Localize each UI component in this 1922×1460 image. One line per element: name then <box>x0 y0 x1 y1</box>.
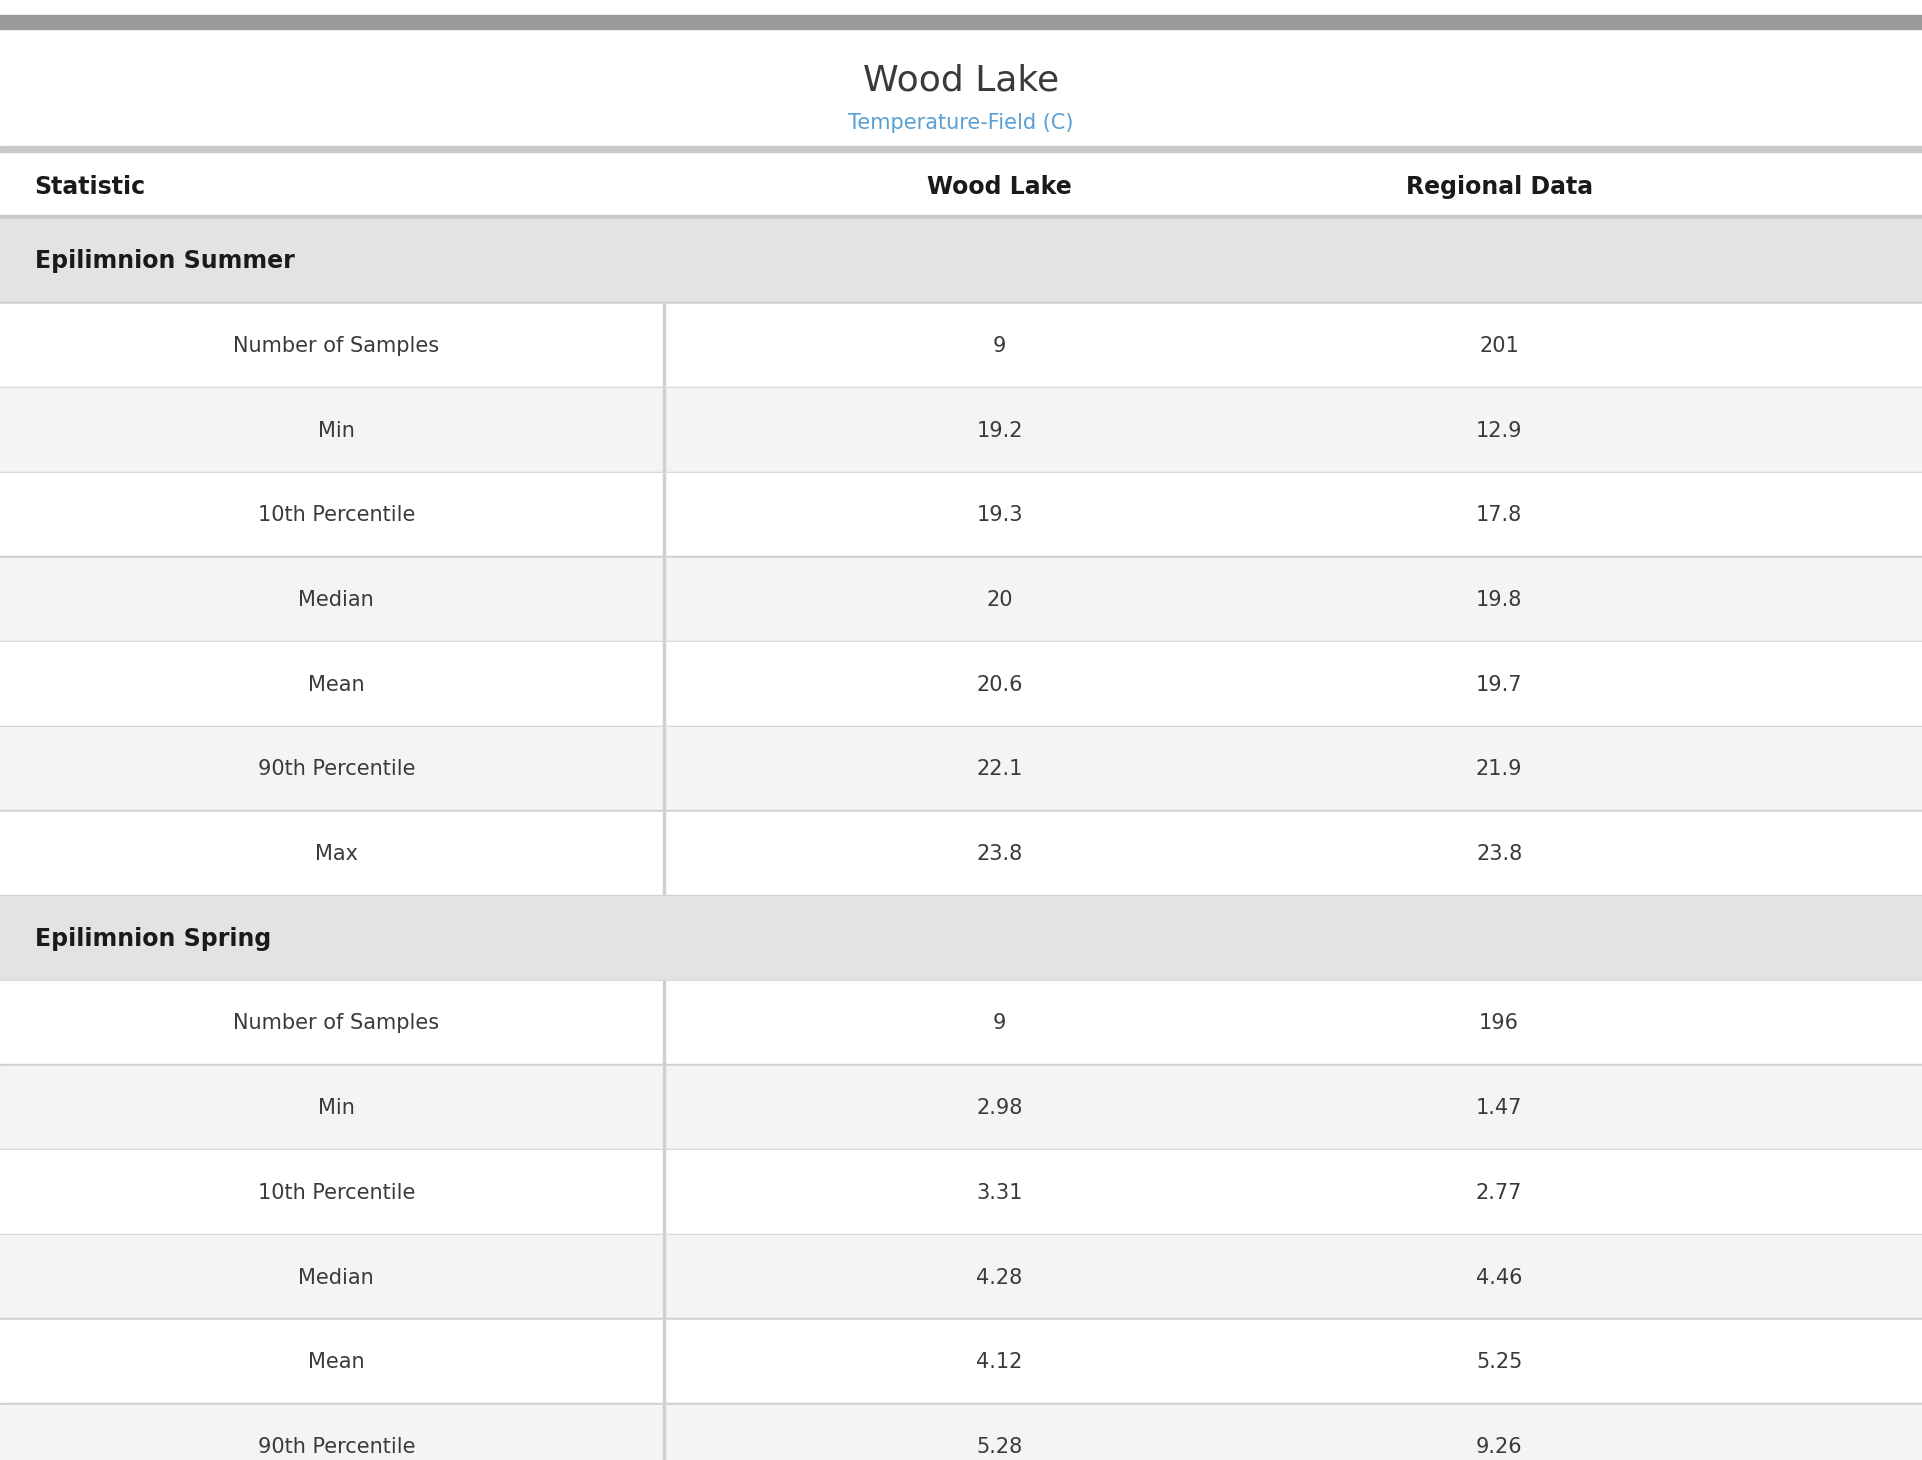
Text: 23.8: 23.8 <box>976 844 1023 864</box>
Bar <box>663 1150 665 1235</box>
Text: 5.28: 5.28 <box>976 1437 1023 1457</box>
Bar <box>0 726 1922 727</box>
Text: 4.46: 4.46 <box>1476 1267 1522 1288</box>
Text: Regional Data: Regional Data <box>1405 175 1593 199</box>
Bar <box>0 981 1922 1066</box>
Text: Mean: Mean <box>308 1352 365 1372</box>
Bar <box>663 304 665 388</box>
Text: Min: Min <box>317 420 356 441</box>
Bar <box>0 1235 1922 1320</box>
Text: 19.8: 19.8 <box>1476 590 1522 610</box>
Bar <box>0 812 1922 896</box>
Text: 9: 9 <box>994 1013 1005 1034</box>
Text: 4.28: 4.28 <box>976 1267 1023 1288</box>
Text: Median: Median <box>298 590 375 610</box>
Text: Max: Max <box>315 844 357 864</box>
Text: Statistic: Statistic <box>35 175 146 199</box>
Bar <box>0 387 1922 388</box>
Bar <box>0 215 1922 219</box>
Text: 10th Percentile: 10th Percentile <box>258 1183 415 1203</box>
Bar <box>0 1405 1922 1460</box>
Text: Wood Lake: Wood Lake <box>863 63 1059 98</box>
Bar <box>663 727 665 812</box>
Text: 20: 20 <box>986 590 1013 610</box>
Bar <box>0 473 1922 558</box>
Bar <box>0 1320 1922 1405</box>
Bar <box>0 219 1922 304</box>
Text: 9.26: 9.26 <box>1476 1437 1522 1457</box>
Text: 19.3: 19.3 <box>976 505 1023 526</box>
Bar <box>0 641 1922 642</box>
Text: Number of Samples: Number of Samples <box>233 336 440 356</box>
Text: 19.7: 19.7 <box>1476 675 1522 695</box>
Bar <box>663 642 665 727</box>
Text: Temperature-Field (C): Temperature-Field (C) <box>848 112 1074 133</box>
Bar <box>663 812 665 896</box>
Bar <box>663 981 665 1066</box>
Bar <box>0 472 1922 473</box>
Bar <box>0 642 1922 727</box>
Text: Epilimnion Summer: Epilimnion Summer <box>35 250 294 273</box>
Text: Min: Min <box>317 1098 356 1118</box>
Bar <box>0 1064 1922 1066</box>
Bar <box>663 473 665 558</box>
Bar <box>0 558 1922 642</box>
Bar <box>663 1320 665 1405</box>
Text: 10th Percentile: 10th Percentile <box>258 505 415 526</box>
Text: 196: 196 <box>1480 1013 1518 1034</box>
Bar <box>663 558 665 642</box>
Bar <box>0 556 1922 558</box>
Bar <box>0 388 1922 473</box>
Text: 90th Percentile: 90th Percentile <box>258 759 415 780</box>
Text: Mean: Mean <box>308 675 365 695</box>
Bar <box>663 1405 665 1460</box>
Bar <box>0 146 1922 152</box>
Text: Wood Lake: Wood Lake <box>926 175 1072 199</box>
Bar <box>0 1403 1922 1405</box>
Text: 90th Percentile: 90th Percentile <box>258 1437 415 1457</box>
Text: 21.9: 21.9 <box>1476 759 1522 780</box>
Text: 4.12: 4.12 <box>976 1352 1023 1372</box>
Bar <box>0 1318 1922 1320</box>
Text: 12.9: 12.9 <box>1476 420 1522 441</box>
Text: 2.77: 2.77 <box>1476 1183 1522 1203</box>
Text: 9: 9 <box>994 336 1005 356</box>
Bar <box>663 1235 665 1320</box>
Bar <box>0 1150 1922 1235</box>
Text: Epilimnion Spring: Epilimnion Spring <box>35 927 271 950</box>
Bar <box>0 896 1922 981</box>
Bar <box>0 15 1922 29</box>
Text: Number of Samples: Number of Samples <box>233 1013 440 1034</box>
Text: 19.2: 19.2 <box>976 420 1023 441</box>
Bar <box>0 302 1922 304</box>
Text: 23.8: 23.8 <box>1476 844 1522 864</box>
Bar <box>0 1234 1922 1235</box>
Text: 2.98: 2.98 <box>976 1098 1023 1118</box>
Text: 1.47: 1.47 <box>1476 1098 1522 1118</box>
Text: 201: 201 <box>1480 336 1518 356</box>
Bar <box>663 388 665 473</box>
Text: 20.6: 20.6 <box>976 675 1023 695</box>
Bar <box>0 895 1922 896</box>
Text: 22.1: 22.1 <box>976 759 1023 780</box>
Text: 3.31: 3.31 <box>976 1183 1023 1203</box>
Text: 5.25: 5.25 <box>1476 1352 1522 1372</box>
Text: Median: Median <box>298 1267 375 1288</box>
Bar <box>0 980 1922 981</box>
Bar <box>663 1066 665 1150</box>
Bar <box>0 1066 1922 1150</box>
Text: 17.8: 17.8 <box>1476 505 1522 526</box>
Bar <box>0 810 1922 812</box>
Bar <box>0 727 1922 812</box>
Bar <box>0 304 1922 388</box>
